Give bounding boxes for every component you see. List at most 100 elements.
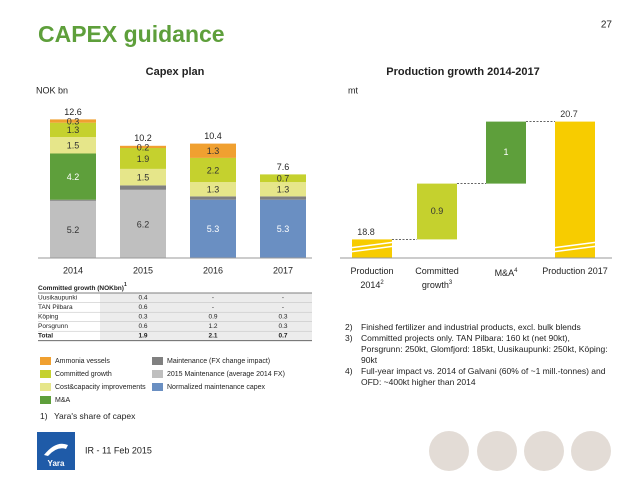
table-cell: Total xyxy=(38,333,53,340)
category-text: Committed growth xyxy=(415,266,459,290)
value-label: 20.7 xyxy=(560,109,578,119)
table-row-bg xyxy=(100,312,312,322)
x-tick-label: Committed growth3 xyxy=(409,265,465,291)
segment-label: 1.3 xyxy=(67,125,80,135)
bar-segment xyxy=(190,157,236,183)
table-cell: 0.6 xyxy=(138,323,147,330)
table-title: Committed growth (NOKbn)1 xyxy=(38,282,127,291)
footnote: 3) Committed projects only. TAN Pilbara: … xyxy=(345,333,613,366)
page-number: 27 xyxy=(601,20,613,31)
bar xyxy=(486,121,526,184)
legend-swatch xyxy=(40,370,51,378)
axis-break xyxy=(551,245,599,253)
segment-label: 2.2 xyxy=(207,165,220,175)
bar-segment xyxy=(120,189,166,258)
slide-title: CAPEX guidance xyxy=(38,21,225,47)
table-cell: - xyxy=(282,304,284,311)
legend-swatch xyxy=(40,396,51,404)
bar-segment xyxy=(190,199,236,258)
table-row-bg xyxy=(100,331,312,341)
table-cell: - xyxy=(282,295,284,302)
category-footnote-marker: 4 xyxy=(514,268,518,274)
bar-segment xyxy=(120,145,166,148)
bar-segment xyxy=(260,199,306,258)
segment-label: 1.5 xyxy=(67,141,80,151)
footnote-text: Full-year impact vs. 2014 of Galvani (60… xyxy=(361,366,606,387)
segment-label: 1.3 xyxy=(207,185,220,195)
value-label: 0.9 xyxy=(431,206,444,216)
table-cell: TAN Pilbara xyxy=(38,304,73,311)
unit-label: NOK bn xyxy=(36,85,68,95)
segment-label: 5.3 xyxy=(277,224,290,234)
bar-segment xyxy=(50,119,96,123)
segment-label: 1.3 xyxy=(277,185,290,195)
footnote: 1) Yara's share of capex xyxy=(40,411,135,421)
footnote-marker: 3) xyxy=(345,333,353,343)
table-cell: - xyxy=(212,304,214,311)
logo-ship xyxy=(44,443,68,456)
legend-label: Cost&capacity improvements xyxy=(55,384,146,391)
table-cell: - xyxy=(212,295,214,302)
table-cell: 0.3 xyxy=(278,314,287,321)
category-footnote-marker: 2 xyxy=(380,280,384,286)
segment-label: 0.2 xyxy=(137,142,150,152)
legend-label: M&A xyxy=(55,397,71,404)
bar-segment xyxy=(260,182,306,197)
legend-swatch xyxy=(40,357,51,365)
footnote-text: Committed projects only. TAN Pilbara: 16… xyxy=(361,333,608,365)
legend-label: Maintenance (FX change impact) xyxy=(167,358,270,365)
bar-segment xyxy=(50,153,96,200)
category-text: M&A xyxy=(494,268,515,278)
total-label: 10.2 xyxy=(134,133,152,143)
segment-label: 0.3 xyxy=(67,116,80,126)
footnote-text: Yara's share of capex xyxy=(54,411,136,421)
legend-label: Committed growth xyxy=(55,371,112,378)
bar-segment xyxy=(50,199,96,201)
bar xyxy=(555,121,595,258)
table-row-bg xyxy=(100,293,312,303)
bar-segment xyxy=(50,137,96,154)
bar-segment xyxy=(190,196,236,200)
decor-circle xyxy=(429,431,469,471)
bar-segment xyxy=(120,185,166,190)
total-label: 7.6 xyxy=(277,162,290,172)
footer-text: IR - 11 Feb 2015 xyxy=(85,445,152,455)
category-text: Production 2014 xyxy=(350,266,394,290)
category-text: Production 2017 xyxy=(542,266,608,276)
chart-title: Production growth 2014-2017 xyxy=(386,66,539,78)
x-tick-label: 2015 xyxy=(133,265,153,275)
table-cell: Uusikaupunki xyxy=(38,295,77,302)
logo xyxy=(37,432,75,470)
x-tick-label: 2016 xyxy=(203,265,223,275)
legend-label: Normalized maintenance capex xyxy=(167,384,266,391)
bar-segment xyxy=(260,196,306,200)
segment-label: 1.9 xyxy=(137,154,150,164)
table-row-bg xyxy=(100,303,312,312)
legend-swatch xyxy=(40,383,51,391)
table-cell: 0.6 xyxy=(138,304,147,311)
segment-label: 6.2 xyxy=(137,219,150,229)
table-row-bg xyxy=(100,322,312,331)
bar-segment xyxy=(260,174,306,183)
table-cell: 0.4 xyxy=(138,295,147,302)
x-tick-label: Production 20142 xyxy=(344,265,400,291)
decor-circle xyxy=(477,431,517,471)
bar-segment xyxy=(50,122,96,137)
bar xyxy=(417,183,457,240)
segment-label: 1.5 xyxy=(137,173,150,183)
decor-circle xyxy=(524,431,564,471)
bar-segment xyxy=(120,168,166,186)
legend-swatch xyxy=(152,383,163,391)
table-title-text: Committed growth (NOKbn) xyxy=(38,285,124,292)
footnote-marker: 1) xyxy=(40,411,48,421)
x-tick-label: 2014 xyxy=(63,265,83,275)
total-label: 12.6 xyxy=(64,107,82,117)
x-tick-label: Production 2017 xyxy=(532,265,618,277)
segment-label: 0.7 xyxy=(277,174,290,184)
table-cell: 0.3 xyxy=(278,323,287,330)
category-footnote-marker: 3 xyxy=(448,280,453,286)
legend-label: Ammonia vessels xyxy=(55,358,110,365)
table-cell: Porsgrunn xyxy=(38,323,68,330)
